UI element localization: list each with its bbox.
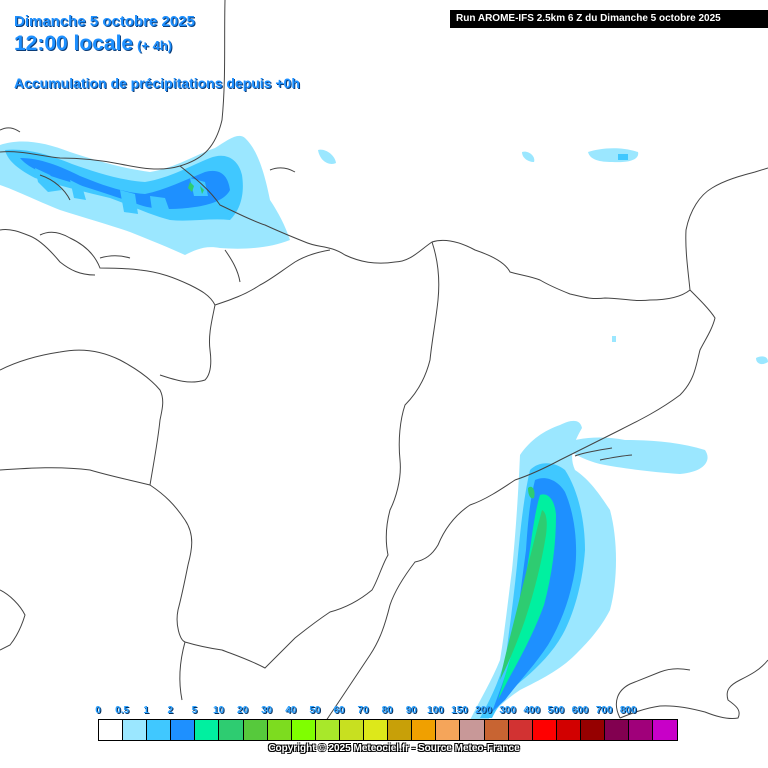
local-time: 12:00 locale (14, 32, 134, 55)
scale-label: 20 (237, 705, 249, 716)
scale-swatch (147, 720, 172, 740)
scale-label: 700 (595, 705, 613, 716)
scale-swatch (604, 720, 630, 740)
scale-label: 90 (405, 705, 417, 716)
scale-swatch (339, 720, 365, 740)
lead-time: (+ 4h) (137, 38, 173, 53)
scale-swatch (629, 720, 654, 740)
scale-swatch (508, 720, 533, 740)
scale-label: 10 (212, 705, 225, 716)
scale-swatch (460, 720, 485, 740)
map-subtitle: Accumulation de précipitations depuis +0… (14, 75, 300, 91)
scale-swatch (412, 720, 437, 740)
scale-label: 40 (285, 705, 297, 716)
scale-swatch (99, 720, 124, 740)
scale-swatch (243, 720, 268, 740)
scale-label: 200 (475, 705, 492, 716)
scale-swatch (436, 720, 461, 740)
scale-swatch (195, 720, 220, 740)
scale-swatch (484, 720, 509, 740)
forecast-time: 12:00 locale (+ 4h) (14, 32, 172, 56)
scale-swatch (580, 720, 605, 740)
scale-label: 60 (333, 705, 345, 716)
precip-area-mediterranean (470, 336, 708, 720)
coastlines-borders (0, 0, 768, 731)
scale-label: 5 (191, 705, 198, 716)
scale-label: 2 (167, 705, 174, 716)
scale-swatch (123, 720, 148, 740)
scale-label: 800 (619, 705, 637, 716)
scale-swatch (653, 720, 678, 740)
scale-label: 600 (571, 705, 589, 716)
scale-label: 1 (143, 705, 149, 716)
scale-swatch (291, 720, 316, 740)
scale-label: 300 (499, 705, 517, 716)
scale-label: 80 (381, 705, 393, 716)
copyright-notice: Copyright © 2025 Meteociel.fr - Source M… (268, 743, 520, 754)
scale-swatch (171, 720, 196, 740)
run-banner: Run AROME-IFS 2.5km 6 Z du Dimanche 5 oc… (450, 10, 768, 28)
scale-label: 30 (261, 705, 273, 716)
scale-labels: 0 0.5 1 2 5 10 20 30 40 50 60 70 80 90 100 150 200 300 400… (0, 705, 768, 719)
scale-label: 0.5 (115, 705, 130, 716)
scale-label: 400 (523, 705, 541, 716)
scale-swatch (267, 720, 292, 740)
scale-swatch (315, 720, 340, 740)
scale-swatch (556, 720, 581, 740)
scale-swatch (364, 720, 389, 740)
scale-swatch (219, 720, 244, 740)
scale-label: 150 (451, 705, 468, 716)
color-scale-bar (98, 719, 679, 741)
scale-label: 50 (309, 705, 321, 716)
scale-label: 100 (427, 705, 444, 716)
forecast-date: Dimanche 5 octobre 2025 (14, 13, 195, 30)
scale-label: 500 (547, 705, 565, 716)
scale-swatch (532, 720, 557, 740)
scale-label: 70 (357, 705, 369, 716)
scale-label: 0 (95, 705, 101, 716)
scale-swatch (388, 720, 413, 740)
precip-area-north-coast (0, 135, 768, 365)
